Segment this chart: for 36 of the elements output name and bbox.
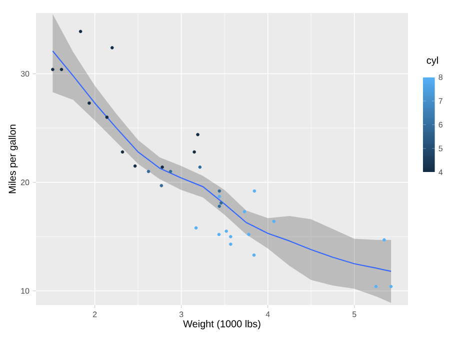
point — [217, 232, 221, 236]
point — [224, 230, 228, 233]
point — [247, 232, 250, 236]
point — [272, 220, 276, 224]
point — [133, 164, 137, 168]
color-bar-title: cyl — [426, 56, 438, 66]
point — [60, 68, 64, 72]
point — [192, 150, 196, 154]
point — [196, 132, 200, 136]
point — [168, 170, 172, 174]
point — [88, 101, 91, 105]
point — [374, 284, 378, 288]
point — [252, 253, 256, 257]
point — [110, 46, 114, 50]
point — [120, 150, 124, 154]
point — [242, 210, 246, 214]
point — [389, 284, 393, 288]
x-axis-title: Weight (1000 lbs) — [183, 320, 260, 330]
point — [218, 194, 222, 198]
point — [160, 184, 164, 188]
point — [252, 189, 256, 193]
point — [219, 201, 223, 205]
y-axis-title: Miles per gallon — [8, 124, 18, 194]
point — [51, 68, 54, 72]
point — [78, 30, 82, 34]
point — [229, 234, 232, 238]
point — [194, 226, 198, 230]
point — [160, 165, 164, 169]
point — [218, 189, 222, 193]
point — [146, 170, 150, 174]
point — [382, 238, 386, 242]
point — [229, 242, 232, 246]
point — [218, 204, 222, 208]
point — [105, 116, 109, 119]
line-series — [52, 50, 392, 272]
point — [198, 165, 202, 169]
